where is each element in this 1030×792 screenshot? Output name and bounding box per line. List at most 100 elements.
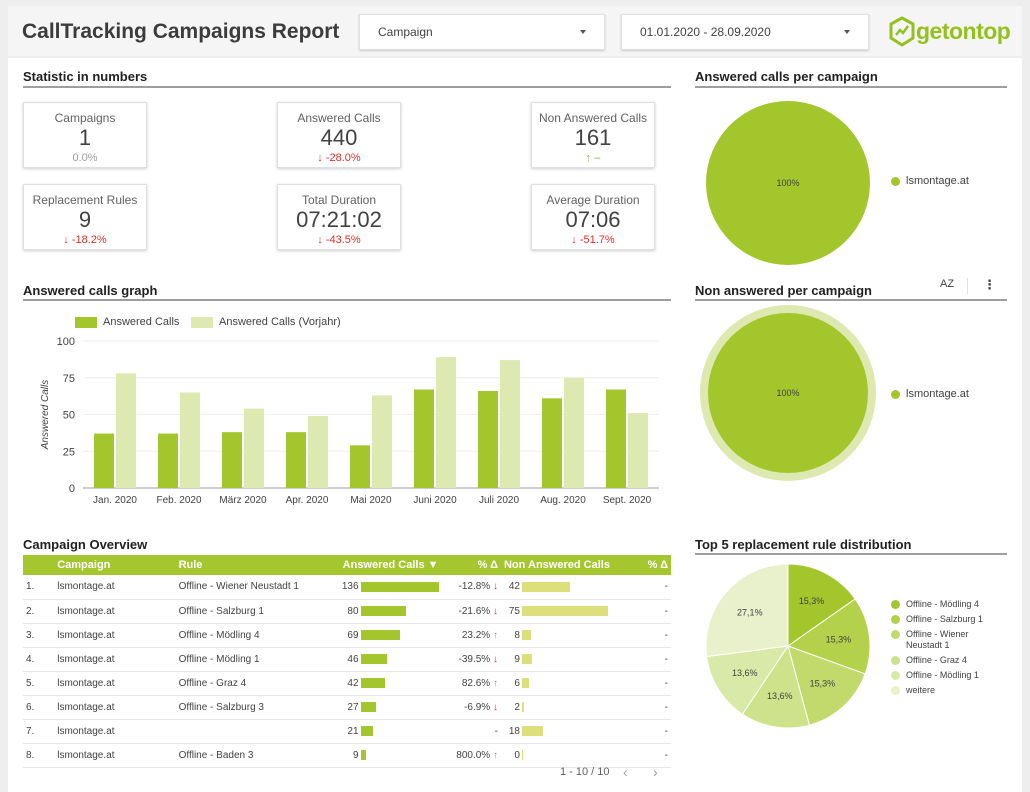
chevron-down-icon [844,30,850,34]
bar-answered[interactable] [542,398,562,488]
pie-slice[interactable] [706,645,790,715]
bar-answered[interactable] [158,433,178,488]
cell-rule: Offline - Salzburg 1 [175,599,325,624]
x-tick-label: Apr. 2020 [286,495,329,506]
pie-slice-label: 27,1% [737,607,763,617]
kpi-label: Total Duration [301,193,377,207]
stats-title: Statistic in numbers [23,69,148,84]
cell-pct-2: - [622,719,671,744]
cell-pct-2: - [622,623,671,648]
cell-non-answered: 0 [500,743,623,768]
pie-slice[interactable] [705,563,789,658]
col-answered-calls[interactable]: Answered Calls ▼ [324,555,442,575]
campaign-dropdown[interactable]: Campaign [359,14,605,50]
bar-answered[interactable] [222,432,242,488]
cell-rule: Offline - Baden 3 [175,743,325,768]
bar-answered[interactable] [414,389,434,488]
divider [23,299,671,301]
kpi-card-replacement-rules: Replacement Rules 9 ↓ -18.2% [23,184,147,250]
legend-item: Offline - Mödling 4 [891,599,1011,610]
kpi-card-non-answered-calls: Non Answered Calls 161 ↑ – [531,102,655,168]
col-non-answered-calls[interactable]: Non Answered Calls [500,555,623,575]
kpi-value: 07:06 [565,207,621,232]
y-tick-label: 50 [63,410,75,422]
bar-vorjahr[interactable] [436,357,456,488]
bar-vorjahr[interactable] [180,392,200,488]
bar-vorjahr[interactable] [244,408,264,488]
cell-rule [175,719,325,744]
bar-answered[interactable] [350,445,370,488]
more-options-icon[interactable]: ⋮ [983,277,996,292]
bar-vorjahr[interactable] [372,395,392,488]
non-answered-pie-chart: 100% [700,305,876,481]
pie-slice[interactable] [741,644,810,729]
kpi-card-answered-calls: Answered Calls 440 ↓ -28.0% [277,102,401,168]
cell-campaign: lsmontage.at [54,695,176,720]
cell-pct-2: - [622,743,671,768]
kpi-label: Answered Calls [297,111,381,125]
cell-answered: 42 [324,671,442,696]
bar-vorjahr[interactable] [500,360,520,488]
cell-pct: 23.2% ↑ [441,623,501,648]
cell-pct: -21.6% ↓ [441,599,501,624]
cell-pct: -12.8% ↓ [441,575,501,600]
bar-vorjahr[interactable] [628,413,648,488]
non-answered-bar [521,701,525,712]
row-index: 4. [23,647,55,672]
cell-pct-2: - [622,575,671,600]
bar-answered[interactable] [606,389,626,488]
cell-answered: 136 [324,575,442,600]
y-tick-label: 25 [63,446,75,458]
bar-vorjahr[interactable] [308,415,328,488]
cell-answered: 69 [324,623,442,648]
bar-vorjahr[interactable] [564,377,584,488]
sort-az-icon[interactable]: AZ [940,278,955,290]
cell-pct: -6.9% ↓ [441,695,501,720]
pie-slice-label: 15,3% [826,634,852,644]
pie-slice[interactable] [786,598,871,675]
table-row[interactable]: 4. lsmontage.at Offline - Mödling 1 46 -39.5… [23,647,671,672]
cell-pct: 800.0% ↑ [441,743,501,768]
legend-item: weitere [891,685,1011,696]
pie-slice-label: 15,3% [810,678,836,688]
cell-non-answered: 42 [500,575,623,600]
col-campaign[interactable]: Campaign [54,555,176,575]
table-row[interactable]: 3. lsmontage.at Offline - Mödling 4 69 23.2%… [23,623,671,648]
pie-slice-label: 13,6% [767,691,793,701]
table-row[interactable]: 2. lsmontage.at Offline - Salzburg 1 80 -21.… [23,599,671,624]
bar-answered[interactable] [478,390,498,488]
non-answered-bar [521,653,533,664]
table-row[interactable]: 7. lsmontage.at 21- 18- [23,719,671,744]
answered-pie-title: Answered calls per campaign [695,69,878,84]
bar-answered[interactable] [286,432,306,488]
pie-slice[interactable] [787,645,866,726]
arrow-down-icon: ↓ [571,234,577,246]
kpi-label: Non Answered Calls [538,111,648,125]
table-row[interactable]: 8. lsmontage.at Offline - Baden 3 9 800.0% ↑… [23,743,671,768]
bar-answered[interactable] [94,433,114,488]
date-range-dropdown[interactable]: 01.01.2020 - 28.09.2020 [621,14,869,50]
prev-page-button[interactable]: ‹ [623,764,628,780]
cell-answered: 9 [324,743,442,768]
col-pct-delta[interactable]: % Δ [441,555,501,575]
kpi-value: 161 [574,125,612,150]
kpi-change: ↓ -51.7% [571,234,615,246]
cell-non-answered: 8 [500,623,623,648]
pie-slice[interactable] [787,563,856,647]
top5-pie-chart: 15,3% 15,3% 15,3% 13,6% 13,6% 27,1% [705,563,871,729]
table-row[interactable]: 1. lsmontage.at Offline - Wiener Neustadt … [23,575,671,600]
next-page-button[interactable]: › [653,764,658,780]
kpi-change: 0.0% [72,152,98,164]
arrow-down-icon: ↓ [492,701,498,713]
bar-vorjahr[interactable] [116,373,136,488]
row-index: 1. [23,575,55,600]
kpi-label: Average Duration [546,193,640,207]
legend-item: Offline - Graz 4 [891,655,1011,666]
cell-campaign: lsmontage.at [54,647,176,672]
col-rule[interactable]: Rule [175,555,325,575]
col-pct-delta-2[interactable]: % Δ [622,555,671,575]
row-index: 7. [23,719,55,744]
cell-pct: -39.5% ↓ [441,647,501,672]
table-row[interactable]: 5. lsmontage.at Offline - Graz 4 42 82.6% ↑ 6… [23,671,671,696]
table-row[interactable]: 6. lsmontage.at Offline - Salzburg 3 27 -6.9… [23,695,671,720]
